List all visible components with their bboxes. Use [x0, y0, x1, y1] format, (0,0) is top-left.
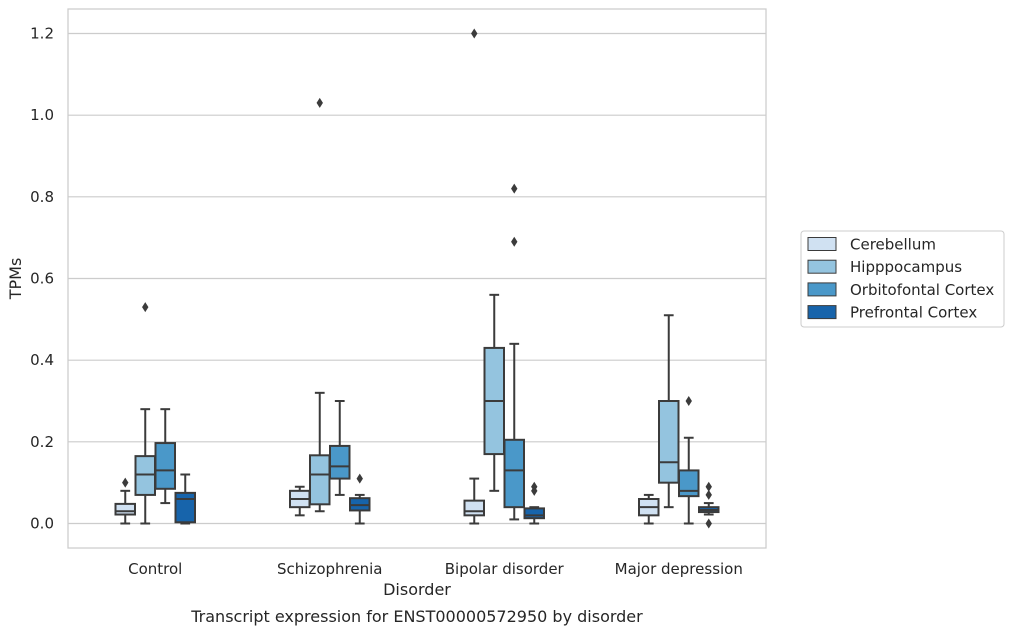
box-hipppocampus-major-depression — [658, 314, 680, 509]
box-hipppocampus-bipolar-disorder — [483, 293, 505, 492]
box-hipppocampus-control — [134, 302, 156, 525]
box-prefrontal-cortex-bipolar-disorder — [523, 481, 545, 525]
y-tick-label: 0.8 — [30, 188, 54, 206]
box-iqr — [678, 469, 700, 498]
box-cerebellum-bipolar-disorder — [463, 28, 485, 525]
outlier-point — [511, 236, 518, 247]
legend-swatch — [807, 237, 837, 251]
outlier-point — [122, 477, 129, 488]
box-prefrontal-cortex-schizophrenia — [349, 473, 371, 525]
legend-label: Hipppocampus — [850, 258, 962, 276]
box-iqr — [463, 499, 485, 517]
box-prefrontal-cortex-major-depression — [698, 481, 720, 529]
box-iqr — [309, 454, 331, 506]
box-iqr — [329, 444, 351, 480]
x-tick-label: Major depression — [615, 560, 743, 578]
outlier-point — [685, 396, 692, 406]
box-iqr — [134, 455, 156, 496]
y-tick-label: 0.6 — [30, 270, 54, 288]
outlier-point — [471, 28, 478, 39]
box-orbitofontal-cortex-control — [154, 408, 176, 505]
outlier-point — [316, 97, 323, 108]
box-iqr — [154, 442, 176, 490]
y-tick-label: 0.0 — [30, 515, 54, 533]
box-iqr — [503, 438, 525, 509]
box-orbitofontal-cortex-schizophrenia — [329, 400, 351, 496]
y-axis-ticks: 0.0 0.2 0.4 0.6 0.8 1.0 1.2 — [30, 25, 54, 533]
x-tick-label: Schizophrenia — [277, 560, 382, 578]
legend-swatch — [807, 305, 837, 320]
box-iqr — [114, 502, 136, 516]
x-axis-ticks: Control Schizophrenia Bipolar disorder Majo… — [128, 560, 743, 578]
outlier-point — [142, 302, 149, 313]
y-tick-label: 0.4 — [30, 351, 54, 369]
legend-swatch — [807, 259, 837, 274]
plot-frame — [67, 8, 767, 549]
outlier-point — [705, 489, 712, 500]
box-cerebellum-major-depression — [638, 493, 660, 525]
box-iqr — [523, 507, 545, 520]
box-hipppocampus-schizophrenia — [309, 97, 331, 513]
outlier-point — [705, 518, 712, 529]
outlier-point — [511, 183, 518, 194]
legend-label: Prefrontal Cortex — [850, 304, 977, 322]
box-orbitofontal-cortex-bipolar-disorder — [503, 183, 525, 521]
box-cerebellum-control — [114, 477, 136, 525]
x-tick-label: Bipolar disorder — [445, 560, 565, 578]
box-prefrontal-cortex-control — [174, 473, 196, 525]
y-tick-label: 1.0 — [30, 106, 54, 124]
box-iqr — [174, 491, 196, 524]
y-tick-label: 1.2 — [30, 25, 54, 43]
chart-caption: Transcript expression for ENST0000057295… — [190, 607, 643, 626]
box-cerebellum-schizophrenia — [289, 485, 311, 517]
legend-label: Orbitofontal Cortex — [850, 281, 994, 299]
y-tick-label: 0.2 — [30, 433, 54, 451]
outlier-point — [356, 473, 363, 484]
legend: Cerebellum Hipppocampus Orbitofontal Corte… — [800, 230, 1005, 328]
gridlines — [68, 32, 766, 525]
legend-label: Cerebellum — [850, 236, 936, 254]
y-axis-label: TPMs — [6, 258, 25, 301]
legend-swatch — [807, 282, 837, 297]
x-axis-label: Disorder — [383, 580, 451, 599]
outlier-point — [531, 485, 538, 496]
x-tick-label: Control — [128, 560, 182, 578]
box-iqr — [658, 400, 680, 484]
legend-frame — [800, 230, 1005, 328]
box-plots — [114, 28, 720, 529]
box-orbitofontal-cortex-major-depression — [678, 396, 700, 525]
outlier-point — [705, 481, 712, 492]
